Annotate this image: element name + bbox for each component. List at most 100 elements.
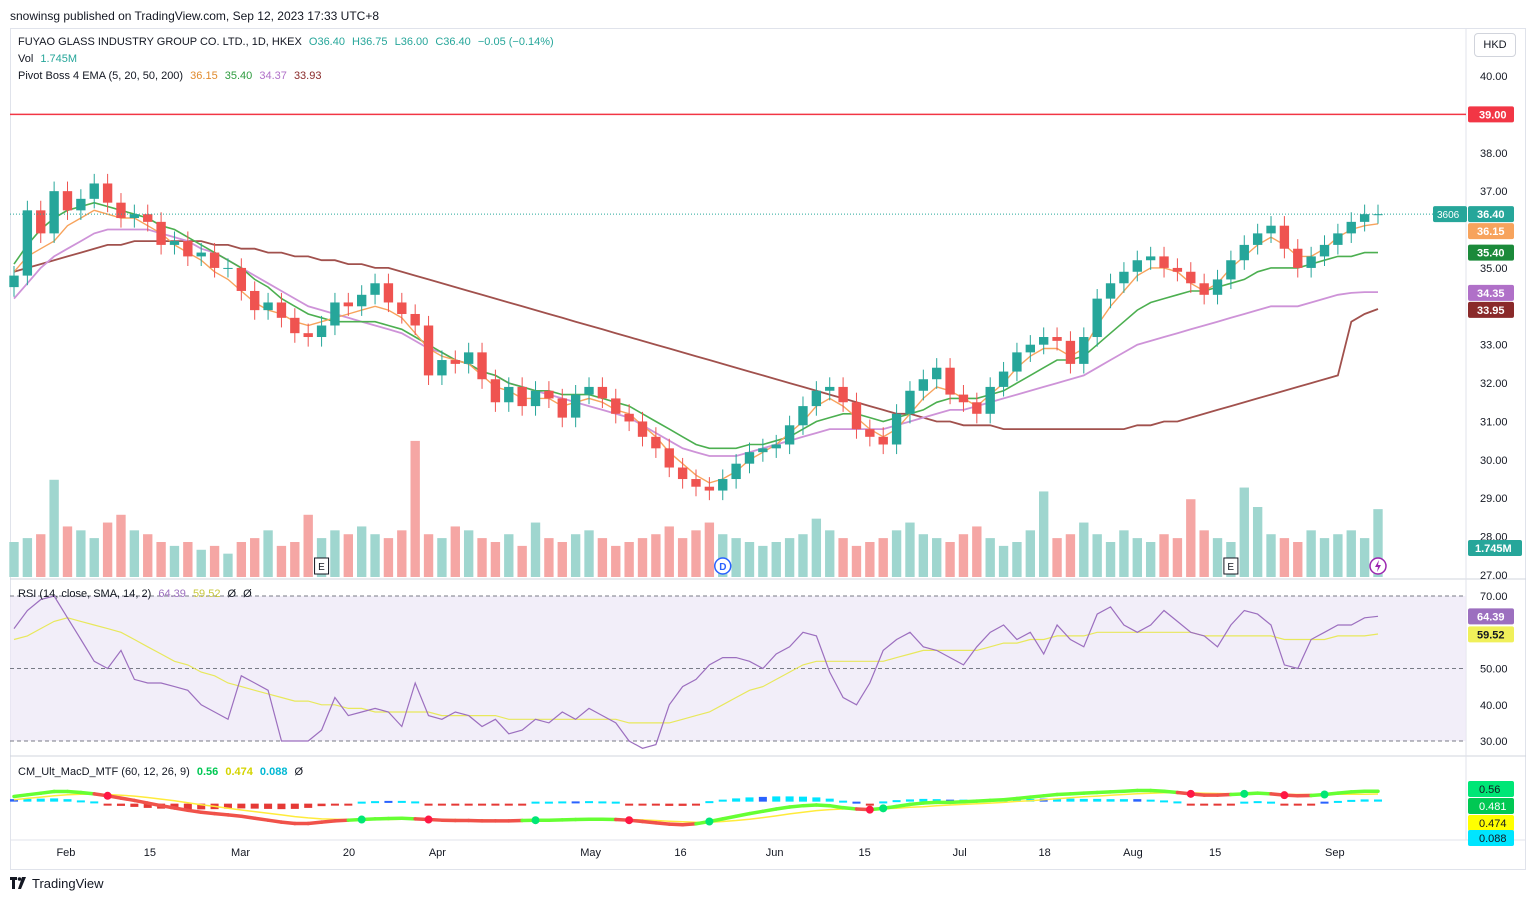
candle-body [1199,283,1209,295]
macd-histogram-bar [598,801,607,804]
macd-histogram-bar [357,801,366,804]
macd-histogram-bar [839,800,848,803]
macd-line-segment [319,819,337,824]
volume-bar [972,526,982,577]
candle-body [330,302,340,326]
candle-body [116,202,126,219]
volume-bar [758,545,768,577]
time-tick-label: 16 [674,847,686,859]
volume-bar [263,530,273,577]
macd-line-segment [1336,790,1354,795]
macd-axis-label-bg [1468,830,1514,846]
macd-line-segment [761,807,778,814]
macd-histogram-bar [90,801,99,804]
ema200-line [13,240,1379,430]
candle-body [918,379,929,391]
candle-body [1159,256,1169,268]
countdown-label: 3606 [1437,210,1460,221]
macd-histogram-bar [116,803,125,806]
macd-line-segment [1028,794,1046,799]
legend-ema-20: 35.40 [224,70,253,82]
volume-bar [731,538,741,577]
volume-bar [1319,538,1330,577]
macd-histogram-bar [504,803,513,806]
candle-body [1105,283,1116,299]
volume-bar [1293,542,1303,577]
legend-volume: Vol 1.745M [18,53,81,65]
macd-cross-dot [1280,791,1289,800]
candle-body [544,390,554,399]
volume-bar [276,545,287,577]
candle-body [102,183,113,203]
volume-bar [102,522,113,577]
candle-body [49,191,59,234]
macd-histogram-bar [1053,798,1062,802]
candle-body [1119,271,1129,284]
macd-line-segment [252,816,270,822]
macd-signal-line [13,792,1379,823]
time-tick-label: Sep [1325,847,1345,859]
candle-body [784,425,795,445]
macd-histogram-bar [397,800,406,803]
candle-body [677,467,688,480]
footer-brand[interactable]: TradingView [10,876,104,891]
volume-bar [771,542,781,577]
volume-bar [223,553,233,577]
volume-bar [825,530,835,577]
candle-body [691,479,701,487]
volume-bar [250,538,260,577]
macd-histogram-bar [344,803,353,806]
volume-bar [330,530,340,577]
volume-bar [1199,530,1209,577]
candle-body [932,367,942,380]
time-tick-label: 18 [1039,847,1051,859]
candle-body [410,313,420,326]
macd-line-segment [1108,789,1126,794]
macd-histogram-bar [1360,799,1369,802]
candle-body [89,183,99,199]
macd-histogram-bar [812,797,821,802]
candle-body [1252,233,1263,245]
earnings-marker-icon [1223,557,1239,575]
macd-histogram-bar [1066,798,1075,802]
candle-body [651,436,661,449]
macd-histogram-bar [1347,799,1356,802]
macd-line-segment [827,803,845,810]
legend-close: C36.40 [435,36,471,48]
candle-body [504,386,514,403]
macd-histogram-bar [1320,801,1329,804]
macd-histogram-bar [852,801,861,804]
macd-histogram-bar [264,803,273,809]
legend-rsi-sma: 59.52 [192,588,221,600]
volume-bar [89,538,99,577]
macd-line-segment [1162,789,1180,795]
macd-histogram-bar [1173,801,1182,804]
macd-line-segment [25,791,43,797]
volume-bar [597,538,608,577]
candle-body [972,402,982,414]
currency-button[interactable]: HKD [1474,33,1516,57]
macd-line-segment [961,799,979,804]
candle-body [276,302,287,318]
time-tick-label: Aug [1123,847,1143,859]
macd-cross-dot [625,816,634,825]
macd-histogram-bar [865,803,874,806]
rsi-tick-label: 70.00 [1480,591,1508,603]
rsi-sma-value-label: 59.52 [1477,629,1505,641]
earnings-marker-label: E [318,562,325,573]
macd-line-segment [1349,789,1367,794]
macd-histogram-bar [411,801,420,804]
volume-bar [718,534,728,577]
volume-bar [209,545,220,577]
candle-body [1079,337,1089,364]
macd-histogram-bar [76,800,85,803]
macd-line-segment [145,801,163,808]
macd-histogram-bar [718,799,727,802]
candle-body [945,367,955,395]
volume-bar [865,542,875,577]
volume-bar [1333,534,1343,577]
candle-body [423,325,434,376]
legend-rsi-v4: Ø [243,588,252,600]
candle-body [303,333,313,338]
